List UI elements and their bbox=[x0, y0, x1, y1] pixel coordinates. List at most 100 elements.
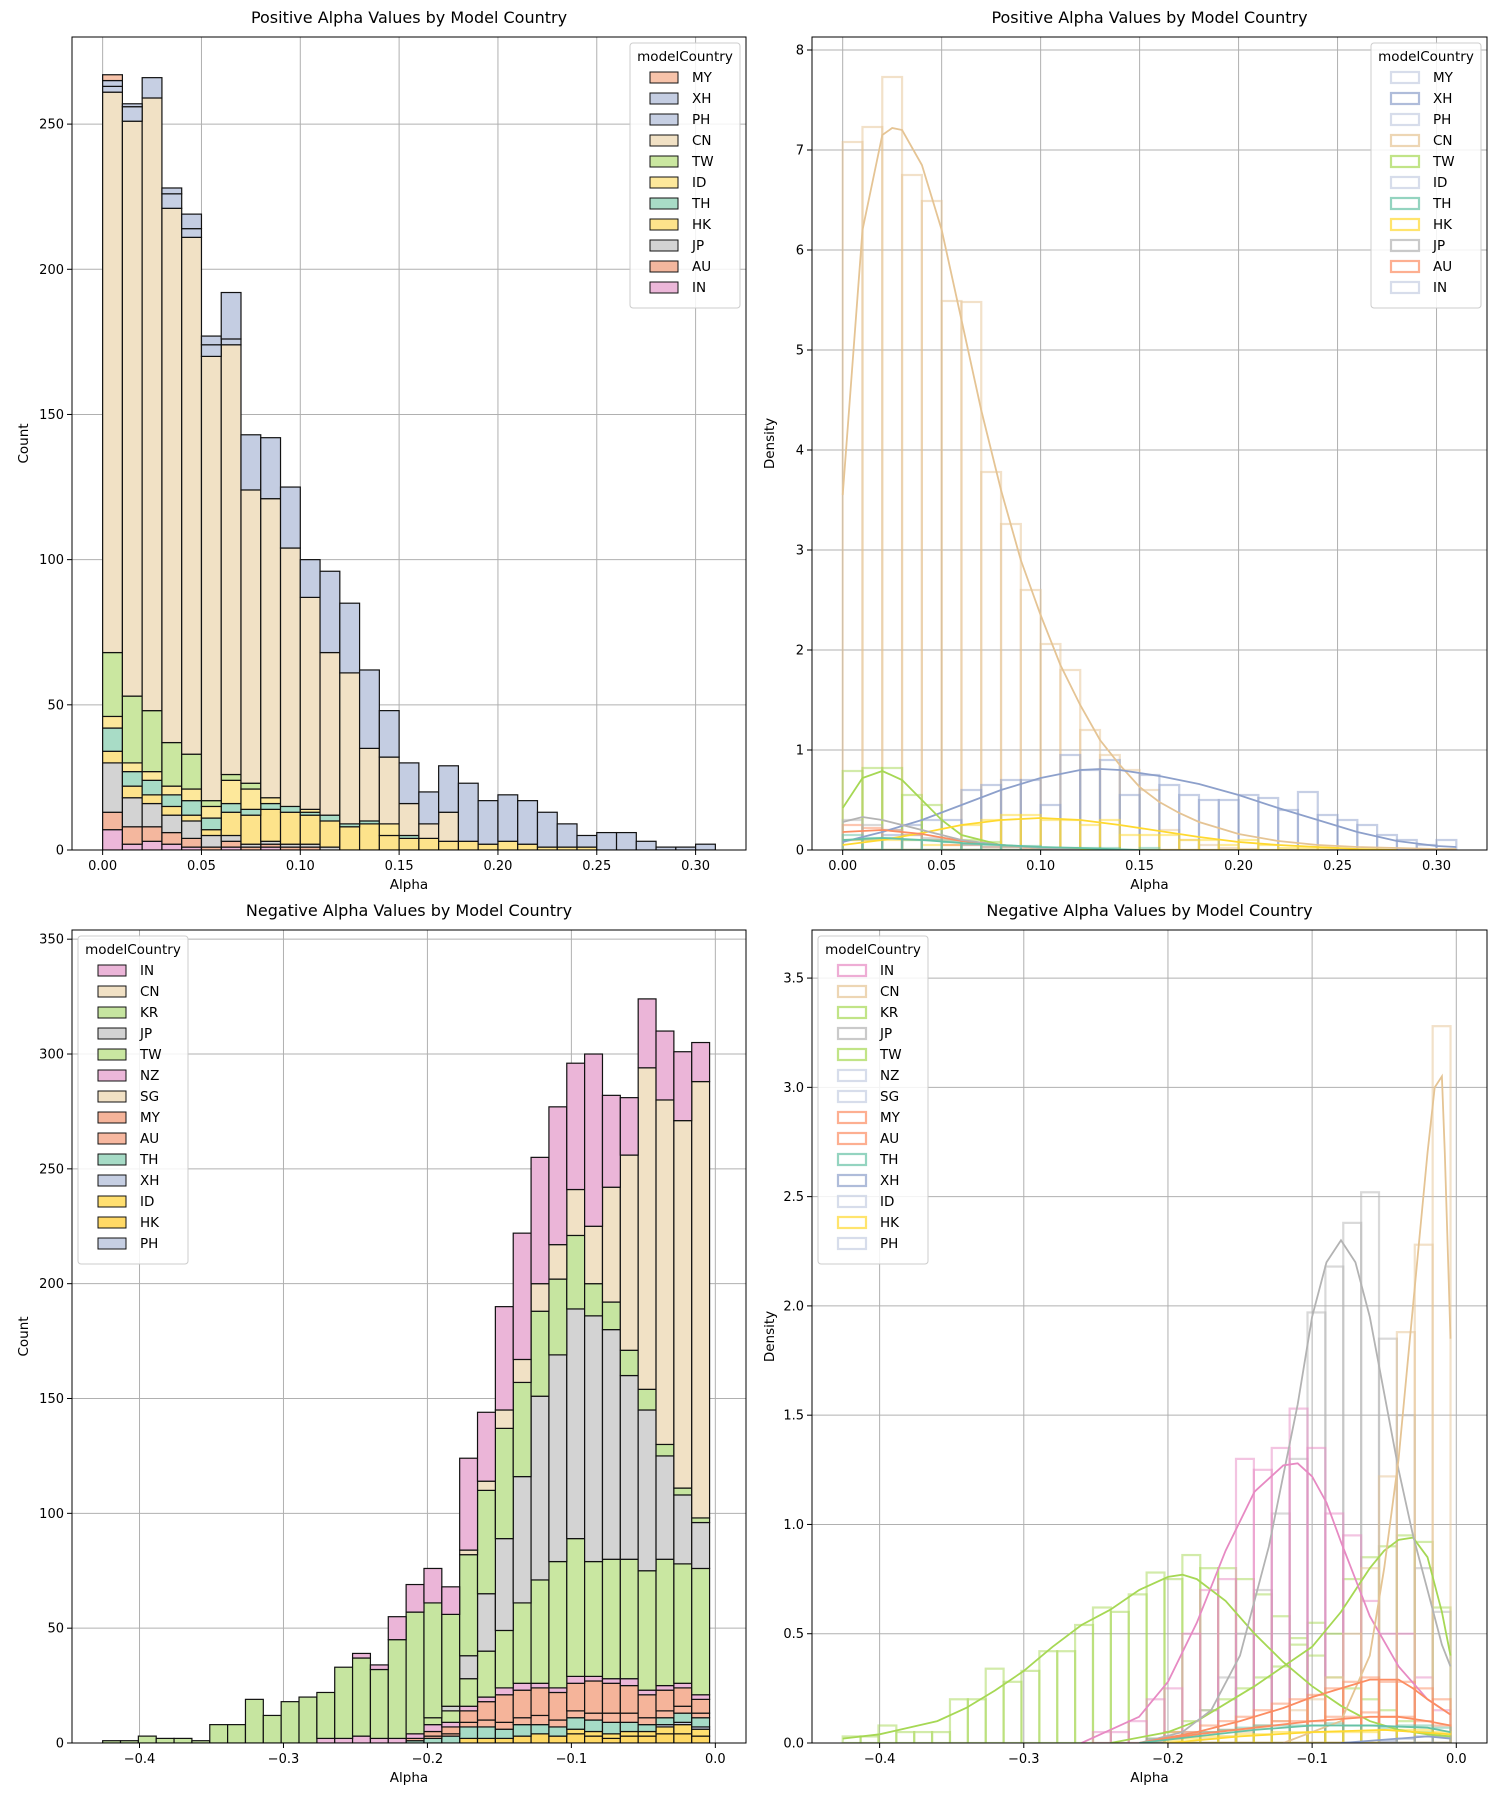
hist-in-19 bbox=[1181, 1632, 1202, 1743]
y-tick-label: 50 bbox=[47, 698, 64, 713]
legend-swatch-my bbox=[836, 1110, 868, 1125]
y-axis-label: Density bbox=[762, 1311, 778, 1362]
bar-xh-0 bbox=[102, 79, 124, 87]
kde-cn bbox=[841, 127, 1457, 850]
bar-jp-33 bbox=[691, 1521, 711, 1570]
bar-tw-28 bbox=[601, 1558, 621, 1680]
bar-nz-14 bbox=[351, 1735, 372, 1743]
chart-title: Negative Alpha Values by Model Country bbox=[986, 901, 1312, 920]
hist-cn-5 bbox=[940, 299, 963, 850]
bar-th-19 bbox=[441, 1735, 461, 1743]
bar-tw-7 bbox=[240, 782, 262, 790]
hist-kr-4 bbox=[913, 1730, 934, 1743]
bar-in-20 bbox=[459, 1457, 479, 1551]
bar-th-29 bbox=[619, 1721, 639, 1733]
bar-nz-16 bbox=[387, 1737, 407, 1743]
bar-xh-9 bbox=[279, 486, 301, 549]
hist-cn-17 bbox=[1178, 838, 1201, 850]
legend-label-ph: PH bbox=[1433, 112, 1451, 128]
legend-label-my: MY bbox=[1433, 70, 1454, 86]
bar-nz-19 bbox=[441, 1721, 461, 1728]
bar-id-28 bbox=[601, 1733, 621, 1740]
bar-xh-7 bbox=[240, 434, 262, 491]
hist-kr-12 bbox=[1056, 1650, 1077, 1743]
y-tick-label: 100 bbox=[39, 1507, 64, 1522]
plot-marks bbox=[102, 74, 716, 850]
kde-xh bbox=[1340, 1735, 1451, 1743]
kde-tw bbox=[1110, 1536, 1452, 1743]
bar-cn-32 bbox=[673, 1120, 693, 1489]
bar-jp-23 bbox=[512, 1475, 532, 1604]
bar-th-1 bbox=[121, 771, 143, 787]
bar-tw-30 bbox=[637, 1570, 657, 1691]
bar-jp-21 bbox=[476, 1593, 496, 1652]
bar-kr-25 bbox=[548, 1278, 568, 1356]
hist-xh-12 bbox=[1079, 768, 1102, 850]
hist-in-22 bbox=[1234, 1457, 1255, 1743]
bar-xh-3 bbox=[161, 187, 183, 195]
bar-cn-6 bbox=[220, 344, 242, 776]
bar-kr-6 bbox=[209, 1724, 229, 1743]
kde-hk bbox=[842, 817, 1397, 850]
bar-tw-33 bbox=[691, 1567, 711, 1696]
bar-kr-26 bbox=[566, 1234, 586, 1310]
legend-swatch-in bbox=[649, 281, 679, 294]
bar-id-33 bbox=[691, 1728, 711, 1737]
legend-label-ph: PH bbox=[880, 1236, 898, 1252]
hist-cn-4 bbox=[920, 199, 943, 850]
bar-in-30 bbox=[637, 998, 657, 1069]
legend-swatch-cn bbox=[97, 985, 127, 998]
bar-in-3 bbox=[161, 843, 183, 850]
legend-label-kr: KR bbox=[140, 1005, 158, 1021]
legend-swatch-tw bbox=[649, 155, 679, 168]
bar-tw-4 bbox=[181, 753, 203, 790]
bar-xh-18 bbox=[457, 782, 479, 842]
hist-kr-19 bbox=[1181, 1553, 1202, 1743]
hist-kr-21 bbox=[1217, 1567, 1238, 1743]
bar-nz-21 bbox=[476, 1696, 496, 1703]
legend-swatch-jp bbox=[1389, 238, 1421, 253]
bar-hk-5 bbox=[200, 829, 222, 837]
legend-swatch-nz bbox=[97, 1069, 127, 1082]
bar-th-31 bbox=[655, 1717, 675, 1726]
bar-th-5 bbox=[200, 817, 222, 831]
bar-hk-30 bbox=[637, 1735, 657, 1743]
bar-cn-30 bbox=[637, 1067, 657, 1390]
legend-label-id: ID bbox=[140, 1194, 154, 1210]
bar-au-21 bbox=[476, 1719, 496, 1728]
bar-cn-22 bbox=[494, 1409, 514, 1429]
bar-cn-3 bbox=[161, 207, 183, 744]
bar-nz-28 bbox=[601, 1678, 621, 1684]
bar-hk-9 bbox=[279, 811, 301, 845]
kde-jp bbox=[1138, 1238, 1452, 1743]
bar-cn-7 bbox=[240, 489, 262, 784]
y-tick-label: 0 bbox=[56, 844, 64, 859]
bar-nz-33 bbox=[691, 1694, 711, 1700]
hist-cn-9 bbox=[1019, 588, 1042, 850]
legend-label-xh: XH bbox=[880, 1173, 899, 1189]
hist-tw-30 bbox=[1377, 1545, 1398, 1743]
bar-kr-16 bbox=[387, 1639, 407, 1740]
bar-nz-17 bbox=[405, 1733, 425, 1740]
hist-kr-11 bbox=[1038, 1650, 1059, 1743]
bar-tw-6 bbox=[220, 773, 242, 781]
bar-nz-24 bbox=[530, 1682, 550, 1689]
legend-swatch-hk bbox=[649, 218, 679, 231]
bar-id-27 bbox=[584, 1730, 604, 1737]
bar-hk-25 bbox=[548, 1735, 568, 1743]
bar-my-23 bbox=[512, 1689, 532, 1719]
legend-swatch-id bbox=[836, 1194, 868, 1209]
bar-cn-24 bbox=[530, 1283, 550, 1312]
bar-au-28 bbox=[601, 1712, 621, 1723]
bar-xh-1 bbox=[121, 103, 143, 108]
bar-au-30 bbox=[637, 1717, 657, 1726]
bar-jp-26 bbox=[566, 1308, 586, 1540]
hist-kr-1 bbox=[859, 1735, 880, 1743]
bar-nz-13 bbox=[334, 1737, 354, 1743]
bar-in-0 bbox=[102, 829, 124, 850]
hist-cn-3 bbox=[900, 173, 923, 850]
bar-kr-27 bbox=[584, 1283, 604, 1317]
bar-in-21 bbox=[476, 1411, 496, 1482]
bar-xh-30 bbox=[694, 843, 716, 850]
bar-au-0 bbox=[102, 811, 124, 831]
